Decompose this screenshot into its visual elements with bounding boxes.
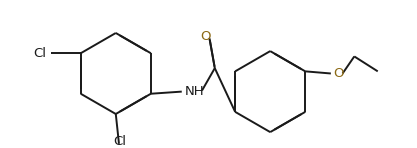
Text: O: O <box>333 67 344 80</box>
Text: Cl: Cl <box>113 135 126 148</box>
Text: O: O <box>200 30 211 43</box>
Text: Cl: Cl <box>34 47 47 60</box>
Text: NH: NH <box>185 85 205 98</box>
